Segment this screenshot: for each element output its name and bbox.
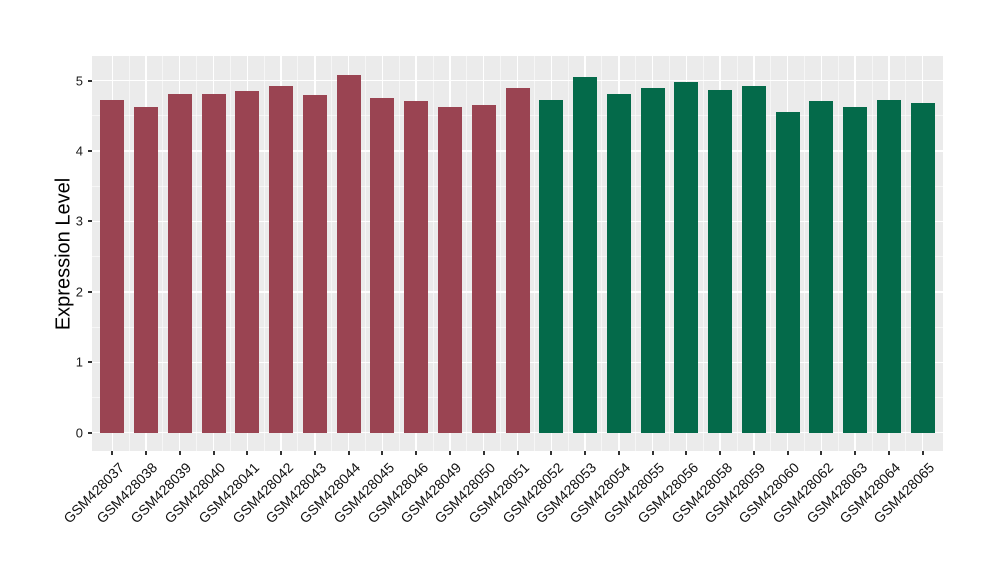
x-minor-gridline: [162, 56, 164, 451]
x-minor-gridline: [533, 56, 535, 451]
bar: [640, 88, 665, 433]
y-tick-label: 5: [75, 73, 83, 89]
x-minor-gridline: [432, 56, 434, 451]
x-tick-mark: [313, 451, 316, 455]
bar: [201, 94, 226, 433]
x-tick-mark: [854, 451, 857, 455]
x-minor-gridline: [702, 56, 704, 451]
x-tick-mark: [685, 451, 688, 455]
y-tick-mark: [88, 150, 92, 153]
x-tick-mark: [178, 451, 181, 455]
y-tick-mark: [88, 361, 92, 364]
bar: [843, 107, 868, 433]
bar: [539, 100, 564, 433]
x-tick-mark: [246, 451, 249, 455]
x-tick-mark: [448, 451, 451, 455]
y-tick-label: 1: [75, 354, 83, 370]
bar: [775, 111, 800, 433]
bar: [100, 99, 125, 433]
x-tick-mark: [617, 451, 620, 455]
x-tick-mark: [887, 451, 890, 455]
x-minor-gridline: [770, 56, 772, 451]
bar: [674, 82, 699, 433]
x-tick-mark: [719, 451, 722, 455]
y-tick-label: 4: [75, 143, 83, 159]
x-minor-gridline: [736, 56, 738, 451]
bar: [708, 89, 733, 433]
x-tick-mark: [651, 451, 654, 455]
bar: [437, 107, 462, 433]
x-tick-mark: [347, 451, 350, 455]
bar: [471, 105, 496, 433]
bar: [302, 95, 327, 433]
bar: [505, 88, 530, 433]
x-tick-mark: [550, 451, 553, 455]
y-tick-mark: [88, 431, 92, 434]
x-tick-mark: [921, 451, 924, 455]
bar: [370, 97, 395, 433]
x-minor-gridline: [196, 56, 198, 451]
bar: [269, 85, 294, 433]
x-tick-mark: [584, 451, 587, 455]
x-tick-mark: [415, 451, 418, 455]
x-minor-gridline: [668, 56, 670, 451]
x-minor-gridline: [128, 56, 130, 451]
bar: [910, 103, 935, 433]
x-minor-gridline: [567, 56, 569, 451]
bar: [235, 91, 260, 433]
x-tick-mark: [381, 451, 384, 455]
bar: [404, 101, 429, 433]
x-minor-gridline: [398, 56, 400, 451]
x-minor-gridline: [466, 56, 468, 451]
x-minor-gridline: [905, 56, 907, 451]
x-minor-gridline: [837, 56, 839, 451]
x-minor-gridline: [500, 56, 502, 451]
bar: [134, 107, 159, 433]
bar: [167, 94, 192, 433]
x-tick-mark: [820, 451, 823, 455]
x-minor-gridline: [365, 56, 367, 451]
bar: [876, 99, 901, 433]
x-tick-mark: [482, 451, 485, 455]
x-tick-mark: [212, 451, 215, 455]
bar: [336, 75, 361, 433]
x-tick-mark: [786, 451, 789, 455]
x-tick-mark: [111, 451, 114, 455]
x-minor-gridline: [229, 56, 231, 451]
bar: [809, 101, 834, 433]
y-tick-label: 2: [75, 284, 83, 300]
bar: [741, 85, 766, 433]
x-minor-gridline: [601, 56, 603, 451]
x-minor-gridline: [297, 56, 299, 451]
x-minor-gridline: [331, 56, 333, 451]
x-tick-mark: [752, 451, 755, 455]
x-tick-mark: [280, 451, 283, 455]
x-tick-mark: [516, 451, 519, 455]
y-tick-mark: [88, 220, 92, 223]
y-tick-label: 0: [75, 425, 83, 441]
x-minor-gridline: [804, 56, 806, 451]
x-minor-gridline: [635, 56, 637, 451]
x-tick-mark: [145, 451, 148, 455]
x-minor-gridline: [263, 56, 265, 451]
bar: [573, 77, 598, 433]
y-tick-mark: [88, 79, 92, 82]
y-tick-label: 3: [75, 213, 83, 229]
x-axis: GSM428037 GSM428038 GSM428039 GSM428040 GSM4…: [60, 451, 943, 561]
x-minor-gridline: [871, 56, 873, 451]
plot-panel: [92, 56, 943, 451]
y-axis: 0 1 2 3 4 5: [0, 56, 92, 451]
y-tick-mark: [88, 290, 92, 293]
bar: [606, 94, 631, 433]
